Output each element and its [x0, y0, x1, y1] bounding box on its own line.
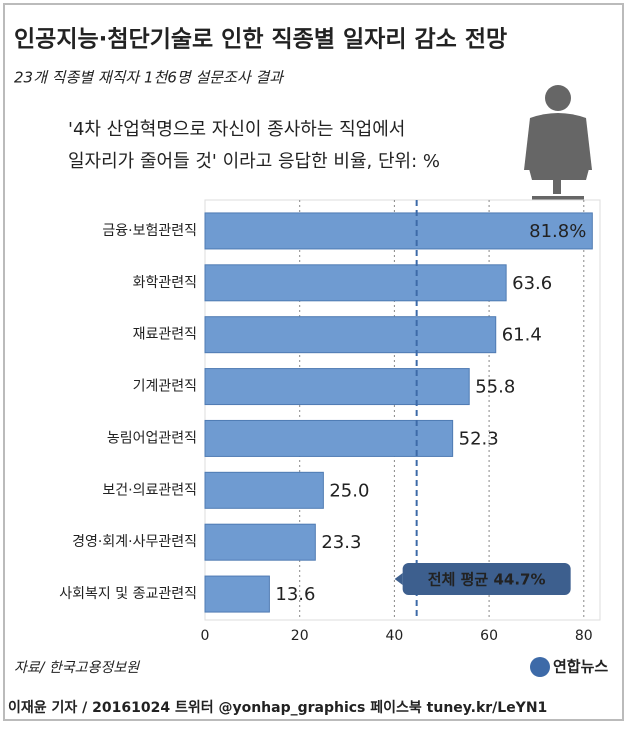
logo: 연합뉴스 [553, 658, 608, 676]
value-label: 55.8 [475, 377, 515, 398]
y-tick-label: 화학관련직 [133, 275, 197, 291]
person-icon [524, 85, 592, 200]
x-tick-label: 60 [480, 628, 498, 644]
bar [204, 368, 470, 406]
y-tick-label: 기계관련직 [133, 379, 197, 395]
bar [204, 471, 324, 509]
note: 일자리가 줄어들 것' 이라고 응답한 비율, 단위: % [68, 151, 440, 172]
logo-icon [530, 657, 550, 677]
y-tick-label: 금융·보험관련직 [102, 223, 197, 239]
average-pointer [394, 573, 403, 585]
y-tick-label: 농림어업관련직 [107, 430, 197, 446]
value-label: 63.6 [512, 273, 552, 294]
average-label: 전체 평균 44.7% [428, 571, 546, 589]
value-label: 81.8% [529, 221, 586, 242]
bar [204, 316, 497, 354]
x-tick-label: 20 [291, 628, 309, 644]
y-tick-label: 경영·회계·사무관련직 [72, 534, 197, 550]
value-label: 61.4 [502, 325, 542, 346]
x-tick-label: 80 [575, 628, 593, 644]
x-tick-label: 40 [385, 628, 403, 644]
note: '4차 산업혁명으로 자신이 종사하는 직업에서 [68, 119, 405, 140]
value-label: 23.3 [321, 532, 361, 553]
x-tick-label: 0 [201, 628, 210, 644]
value-label: 13.6 [275, 584, 315, 605]
y-tick-label: 사회복지 및 종교관련직 [59, 586, 197, 602]
y-tick-label: 재료관련직 [133, 327, 197, 343]
value-label: 52.3 [459, 428, 499, 449]
bar [204, 264, 507, 302]
footer: 이재윤 기자 / 20161024 트위터 @yonhap_graphics 페… [8, 699, 547, 716]
source: 자료/ 한국고용정보원 [14, 660, 140, 676]
bar [204, 419, 454, 457]
chart-subtitle: 23개 직종별 재직자 1천6명 설문조사 결과 [14, 69, 284, 87]
bar [204, 575, 270, 613]
average-box [402, 563, 571, 595]
y-tick-label: 보건·의료관련직 [102, 482, 197, 498]
bar [204, 523, 316, 561]
bar [204, 212, 593, 250]
value-label: 25.0 [329, 480, 369, 501]
chart-title: 인공지능·첨단기술로 인한 직종별 일자리 감소 전망 [14, 27, 507, 53]
